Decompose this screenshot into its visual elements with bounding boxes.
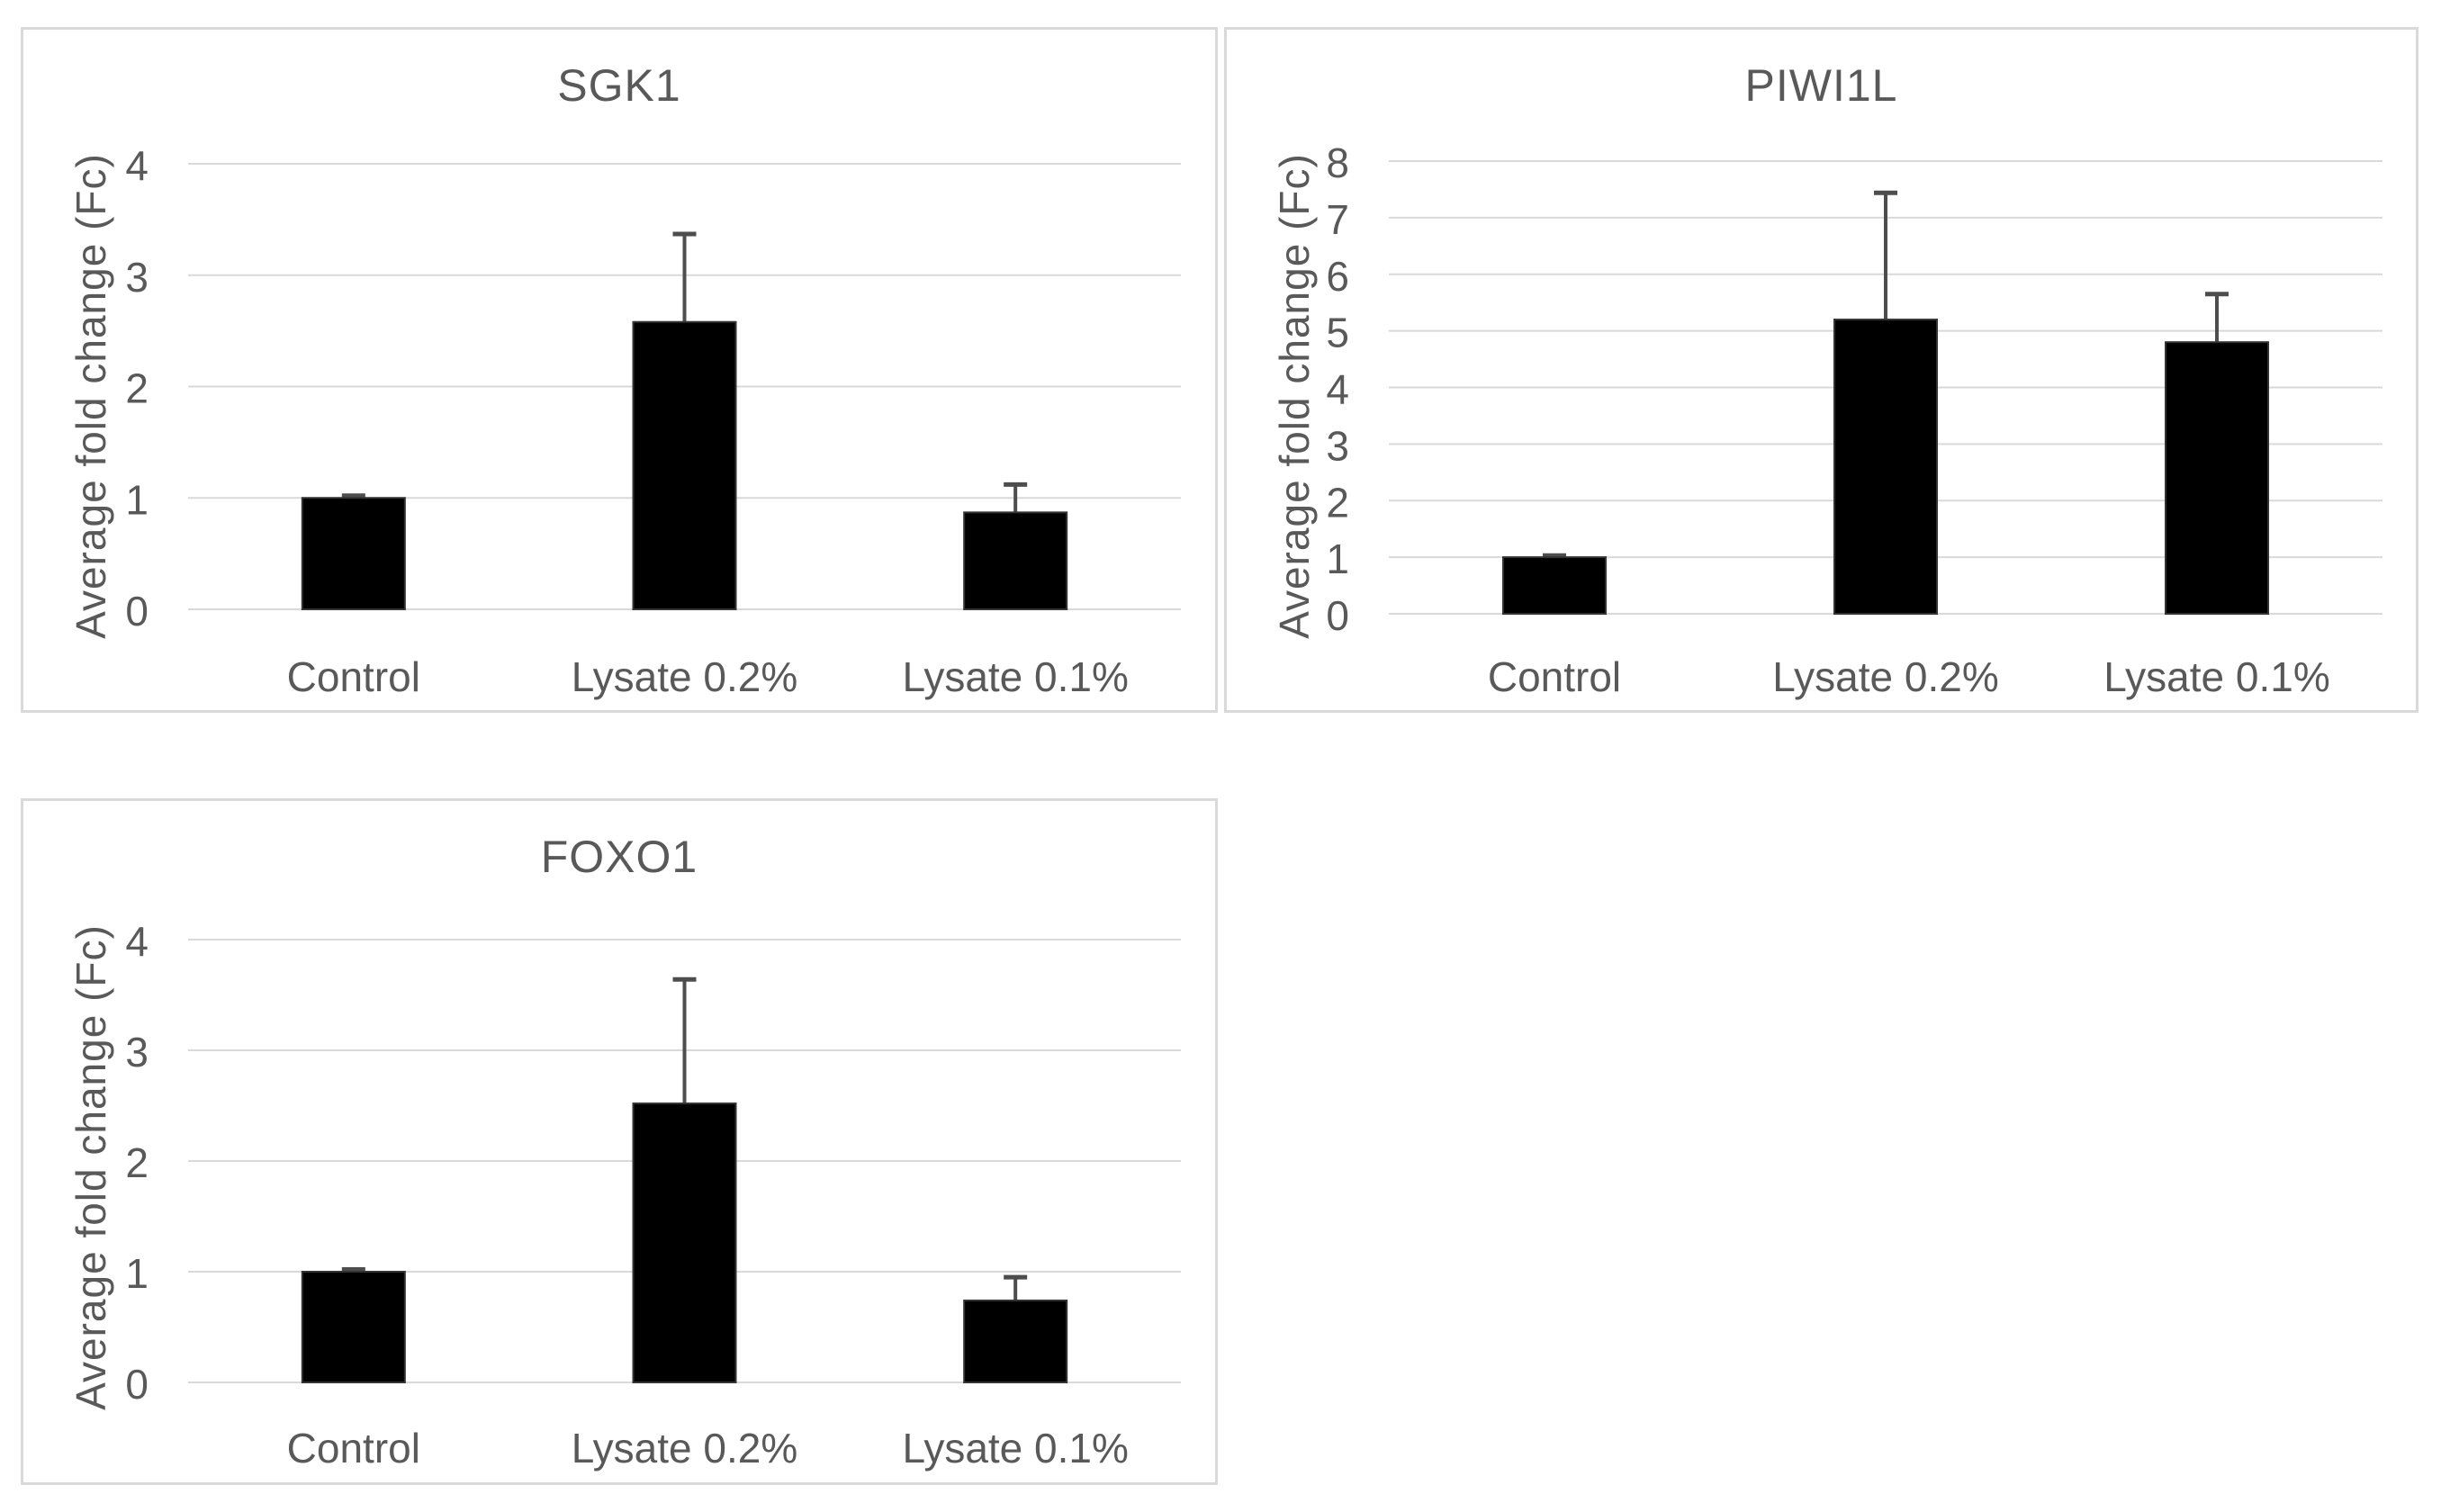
bar-plot: 0 1 2 3 4 Control Lysate 0.2% Lysate 0.1% [21, 27, 1218, 713]
category-label: Control [287, 1425, 420, 1472]
y-tick-label: 1 [1326, 536, 1349, 582]
bar [1502, 556, 1607, 615]
chart-title: FOXO1 [540, 832, 698, 882]
y-tick-label: 8 [1326, 140, 1349, 186]
y-axis-label: Average fold change (Fc) [1271, 153, 1318, 639]
bar [301, 1271, 406, 1383]
category-label: Lysate 0.2% [572, 653, 797, 700]
category-label: Control [287, 653, 420, 700]
bar-chart-panel: FOXO1 Average fold change (Fc) 0 1 2 3 4 Cont… [21, 798, 1218, 1485]
y-tick-label: 4 [125, 918, 149, 965]
y-tick-label: 2 [125, 365, 149, 412]
bar [301, 497, 406, 610]
bar [1833, 319, 1938, 615]
y-tick-label: 0 [125, 1361, 149, 1408]
bar [632, 1102, 737, 1383]
chart-title: PIWI1L [1744, 60, 1898, 111]
y-tick-label: 7 [1326, 196, 1349, 243]
y-tick-label: 3 [125, 1029, 149, 1076]
y-tick-label: 1 [125, 1250, 149, 1297]
y-tick-label: 5 [1326, 310, 1349, 356]
y-tick-label: 4 [1326, 366, 1349, 413]
bar [963, 1299, 1068, 1383]
bar-chart-panel: SGK1 Average fold change (Fc) 0 1 2 3 4 Contr… [21, 27, 1218, 713]
bar-plot: 0 1 2 3 4 Control Lysate 0.2% Lysate 0.1% [21, 798, 1218, 1485]
bar [963, 511, 1068, 611]
y-tick-label: 2 [1326, 479, 1349, 526]
category-label: Lysate 0.1% [902, 1425, 1128, 1472]
y-tick-label: 3 [125, 254, 149, 301]
category-label: Control [1488, 653, 1621, 700]
y-tick-label: 4 [125, 142, 149, 189]
y-axis-label: Average fold change (Fc) [68, 153, 114, 639]
y-tick-label: 3 [1326, 422, 1349, 469]
bar-chart-panel: PIWI1L Average fold change (Fc) 0 1 2 3 4 5 6 7… [1224, 27, 2418, 713]
bar [2165, 341, 2269, 615]
y-axis-label: Average fold change (Fc) [68, 924, 114, 1410]
chart-title: SGK1 [557, 60, 681, 111]
bar-plot: 0 1 2 3 4 5 6 7 8 Control Lysate 0.2% Lysate 0.1% [1224, 27, 2418, 713]
y-tick-label: 2 [125, 1139, 149, 1186]
bar [632, 320, 737, 610]
category-label: Lysate 0.2% [1772, 653, 1998, 700]
y-tick-label: 6 [1326, 253, 1349, 300]
category-label: Lysate 0.1% [2103, 653, 2329, 700]
y-tick-label: 1 [125, 476, 149, 523]
y-tick-label: 0 [1326, 592, 1349, 639]
category-label: Lysate 0.2% [572, 1425, 797, 1472]
category-label: Lysate 0.1% [902, 653, 1128, 700]
y-tick-label: 0 [125, 588, 149, 634]
